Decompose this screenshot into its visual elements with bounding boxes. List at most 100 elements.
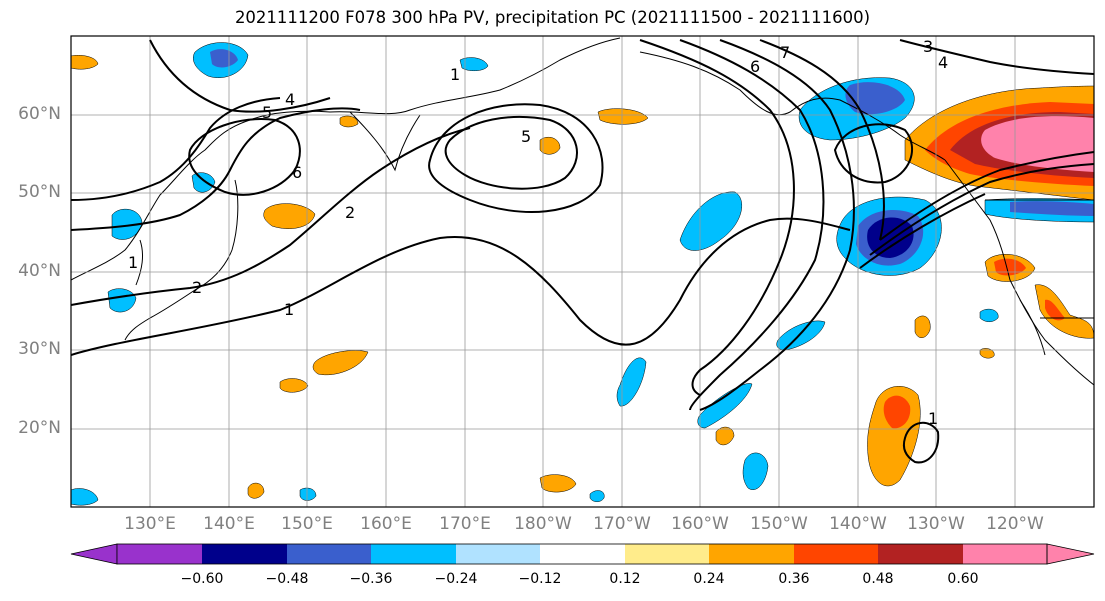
lon-label: 170°W	[593, 514, 651, 534]
lon-label: 140°W	[829, 514, 887, 534]
lon-label: 150°E	[281, 514, 333, 534]
lon-label: 150°W	[750, 514, 808, 534]
colorbar-segment	[202, 544, 287, 564]
shade-negative-alaska-mid	[845, 82, 905, 115]
shade-positive-south-1	[539, 474, 577, 493]
contour-label: 7	[780, 43, 790, 62]
coastlines	[71, 37, 1094, 386]
precip-shading	[71, 42, 1094, 506]
colorbar-tick-label: −0.12	[518, 571, 562, 587]
colorbar-tick-label: 0.48	[862, 571, 894, 587]
colorbar-tick-label: 0.12	[609, 571, 641, 587]
contour-label: 5	[521, 127, 531, 146]
pv-contour-jet-3	[859, 193, 986, 269]
lon-label: 130°E	[124, 514, 176, 534]
colorbar-max-extension	[1046, 543, 1095, 565]
shade-negative-sw-bottom	[71, 488, 99, 506]
coast-asia	[71, 37, 621, 281]
shade-negative-south-2	[589, 490, 605, 502]
coast-kamchatka	[349, 111, 421, 172]
shade-positive-westus-1-red	[994, 258, 1026, 276]
shade-positive-south-2	[247, 482, 265, 499]
colorbar-min-extension	[70, 543, 118, 565]
pv-contour-2-west	[71, 127, 471, 306]
lon-label: 140°E	[203, 514, 255, 534]
shade-positive-sw-corner	[979, 348, 995, 359]
colorbar-segment	[371, 544, 456, 564]
lat-label: 60°N	[18, 104, 61, 124]
shade-positive-baja	[914, 315, 931, 338]
shade-negative-japan-n-mid	[210, 49, 238, 68]
colorbar-tick-label: −0.60	[180, 571, 224, 587]
contour-label: 6	[750, 57, 760, 76]
shade-negative-baja	[979, 308, 999, 322]
shade-negative-hawaii-1	[616, 357, 647, 407]
shade-positive-corner	[71, 55, 99, 70]
map-frame	[70, 35, 1095, 508]
lon-label: 130°W	[907, 514, 965, 534]
colorbar-segment	[625, 544, 709, 564]
pv-contour-jet-2	[869, 163, 1094, 256]
pv-contour-trough-3	[699, 39, 855, 411]
contour-label: 6	[292, 163, 302, 182]
colorbar	[70, 543, 1095, 565]
map-title: 2021111200 F078 300 hPa PV, precipitatio…	[234, 8, 871, 27]
colorbar-tick-label: −0.48	[265, 571, 309, 587]
graticule	[71, 36, 1094, 507]
pv-contour-4-west	[71, 107, 361, 231]
shade-negative-korea	[111, 208, 143, 240]
lat-label: 50°N	[18, 182, 61, 202]
contour-label: 3	[923, 37, 933, 56]
contour-label: 1	[928, 409, 938, 428]
colorbar-segment	[794, 544, 878, 564]
lon-label: 170°E	[439, 514, 491, 534]
pv-contour-5-center	[444, 115, 578, 190]
colorbar-segment	[117, 544, 202, 564]
lat-label: 20°N	[18, 418, 61, 438]
pv-contour-trough-2	[679, 39, 825, 411]
colorbar-tick-label: 0.60	[947, 571, 979, 587]
shade-negative-hawaii-2	[697, 383, 753, 429]
shade-positive-westus-2	[1034, 284, 1094, 339]
pv-contours	[71, 39, 1094, 464]
contour-label: 4	[938, 53, 948, 72]
shade-negative-hawaii-3	[742, 452, 769, 490]
pv-contour-east-low	[833, 123, 914, 184]
contour-label: 5	[262, 103, 272, 122]
lat-label: 30°N	[18, 339, 61, 359]
shade-positive-westus-2-red	[1045, 299, 1065, 321]
pv-contour-3-ne	[899, 39, 1094, 75]
lon-label: 120°W	[986, 514, 1044, 534]
shade-negative-midpac-1	[679, 191, 743, 251]
coast-alaska	[639, 51, 946, 161]
colorbar-segment	[878, 544, 963, 564]
pv-contour-6-west	[188, 118, 301, 196]
pv-contour-ridge	[149, 39, 331, 113]
shade-negative-aleutian	[459, 57, 489, 71]
pv-contour-4-center	[428, 103, 604, 213]
lon-label: 180°W	[514, 514, 572, 534]
colorbar-tick-label: −0.36	[349, 571, 393, 587]
pv-contour-jet-1	[879, 151, 1094, 241]
pv-contour-trough-1	[639, 39, 795, 396]
colorbar-frame	[116, 543, 1048, 565]
pv-contour-trough-4	[759, 39, 885, 241]
lon-label: 160°W	[671, 514, 729, 534]
pv-contour-5-west	[71, 97, 281, 201]
lat-label: 40°N	[18, 261, 61, 281]
contour-label: 2	[192, 278, 202, 297]
shade-positive-kamchatka	[339, 115, 359, 128]
shade-negative-sakhalin	[191, 172, 216, 193]
shade-positive-subtrop-w2	[279, 378, 309, 393]
colorbar-tick-label: 0.36	[778, 571, 810, 587]
colorbar-segment	[287, 544, 371, 564]
colorbar-segment	[963, 544, 1047, 564]
shade-negative-westus-mid	[1010, 201, 1094, 216]
lon-label: 160°E	[360, 514, 412, 534]
colorbar-segment	[540, 544, 625, 564]
shade-negative-china	[107, 288, 137, 313]
shade-positive-subtrop-w	[312, 350, 369, 376]
map-background	[71, 36, 1094, 507]
shade-positive-japan	[263, 203, 316, 229]
